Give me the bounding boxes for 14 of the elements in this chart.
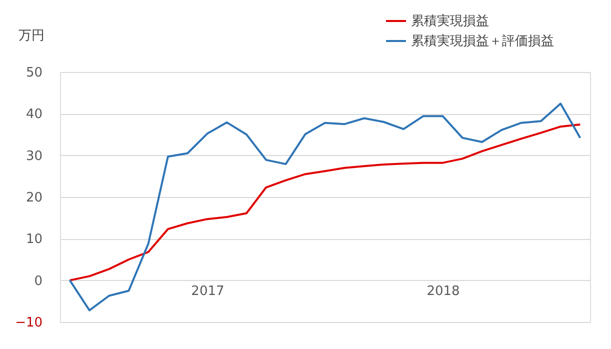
- y-tick-label: 50: [26, 66, 42, 80]
- line-series: [68, 124, 582, 282]
- y-tick-label: 0: [34, 274, 42, 289]
- y-tick-label: 40: [26, 107, 42, 122]
- legend-label: 累積実現損益＋評価損益: [411, 33, 554, 49]
- y-tick-label: −10: [15, 316, 42, 330]
- y-tick-label: 20: [26, 190, 42, 206]
- y-axis-title: 万円: [18, 28, 44, 44]
- x-tick-label: 2017: [191, 284, 224, 299]
- x-tick-label: 2018: [426, 284, 460, 299]
- legend-label: 累積実現損益: [411, 13, 489, 29]
- line-series: [68, 102, 582, 312]
- y-tick-label: 10: [26, 232, 42, 248]
- y-tick-label: 30: [26, 148, 42, 164]
